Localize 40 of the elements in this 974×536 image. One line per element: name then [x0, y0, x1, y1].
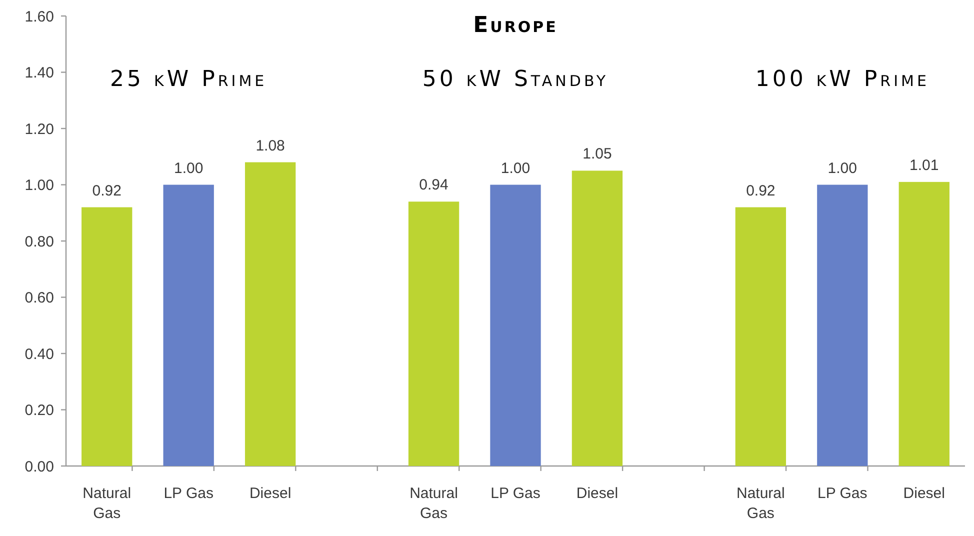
data-label: 1.00: [828, 160, 858, 177]
x-tick-label: LP Gas: [164, 485, 214, 502]
y-tick-label: 0.60: [24, 290, 54, 306]
y-tick-label: 1.20: [24, 120, 54, 138]
chart-title: Europe: [473, 13, 558, 38]
data-label: 1.05: [582, 146, 612, 163]
y-tick-label: 1.40: [24, 64, 54, 82]
x-tick-label: Natural Gas: [736, 485, 785, 522]
y-tick-label: 1.60: [24, 8, 54, 26]
annotation: 100 kW Prime: [755, 67, 930, 92]
x-tick-label: LP Gas: [490, 485, 540, 502]
y-tick-label: 0.80: [24, 233, 54, 250]
bar: [817, 184, 868, 466]
bar: [735, 207, 786, 466]
bar: [82, 207, 132, 466]
y-tick-label: 1.00: [24, 177, 54, 194]
bar: [163, 184, 214, 466]
x-tick-label: Diesel: [249, 485, 292, 502]
x-tick-label: Diesel: [903, 485, 945, 502]
y-tick-label: 0.00: [24, 458, 54, 476]
data-label: 0.92: [746, 182, 776, 200]
x-tick-label: LP Gas: [818, 485, 868, 502]
bar: [408, 202, 460, 466]
data-label: 1.08: [256, 137, 285, 154]
y-tick-label: 0.20: [24, 402, 54, 419]
bar: [898, 182, 950, 466]
data-label: 0.92: [92, 182, 122, 200]
bar: [244, 162, 296, 466]
bar: [572, 170, 623, 466]
data-label: 1.00: [174, 160, 204, 177]
data-label: 1.01: [910, 156, 939, 174]
data-label: 1.00: [500, 160, 530, 177]
x-tick-label: Natural Gas: [82, 485, 132, 522]
data-label: 0.94: [419, 176, 448, 194]
x-tick-label: Natural Gas: [410, 485, 458, 522]
bar: [490, 184, 541, 466]
annotation: 50 kW Standby: [422, 67, 609, 92]
annotation: 25 kW Prime: [110, 67, 268, 92]
y-tick-label: 0.40: [24, 346, 54, 363]
x-tick-label: Diesel: [576, 485, 618, 502]
